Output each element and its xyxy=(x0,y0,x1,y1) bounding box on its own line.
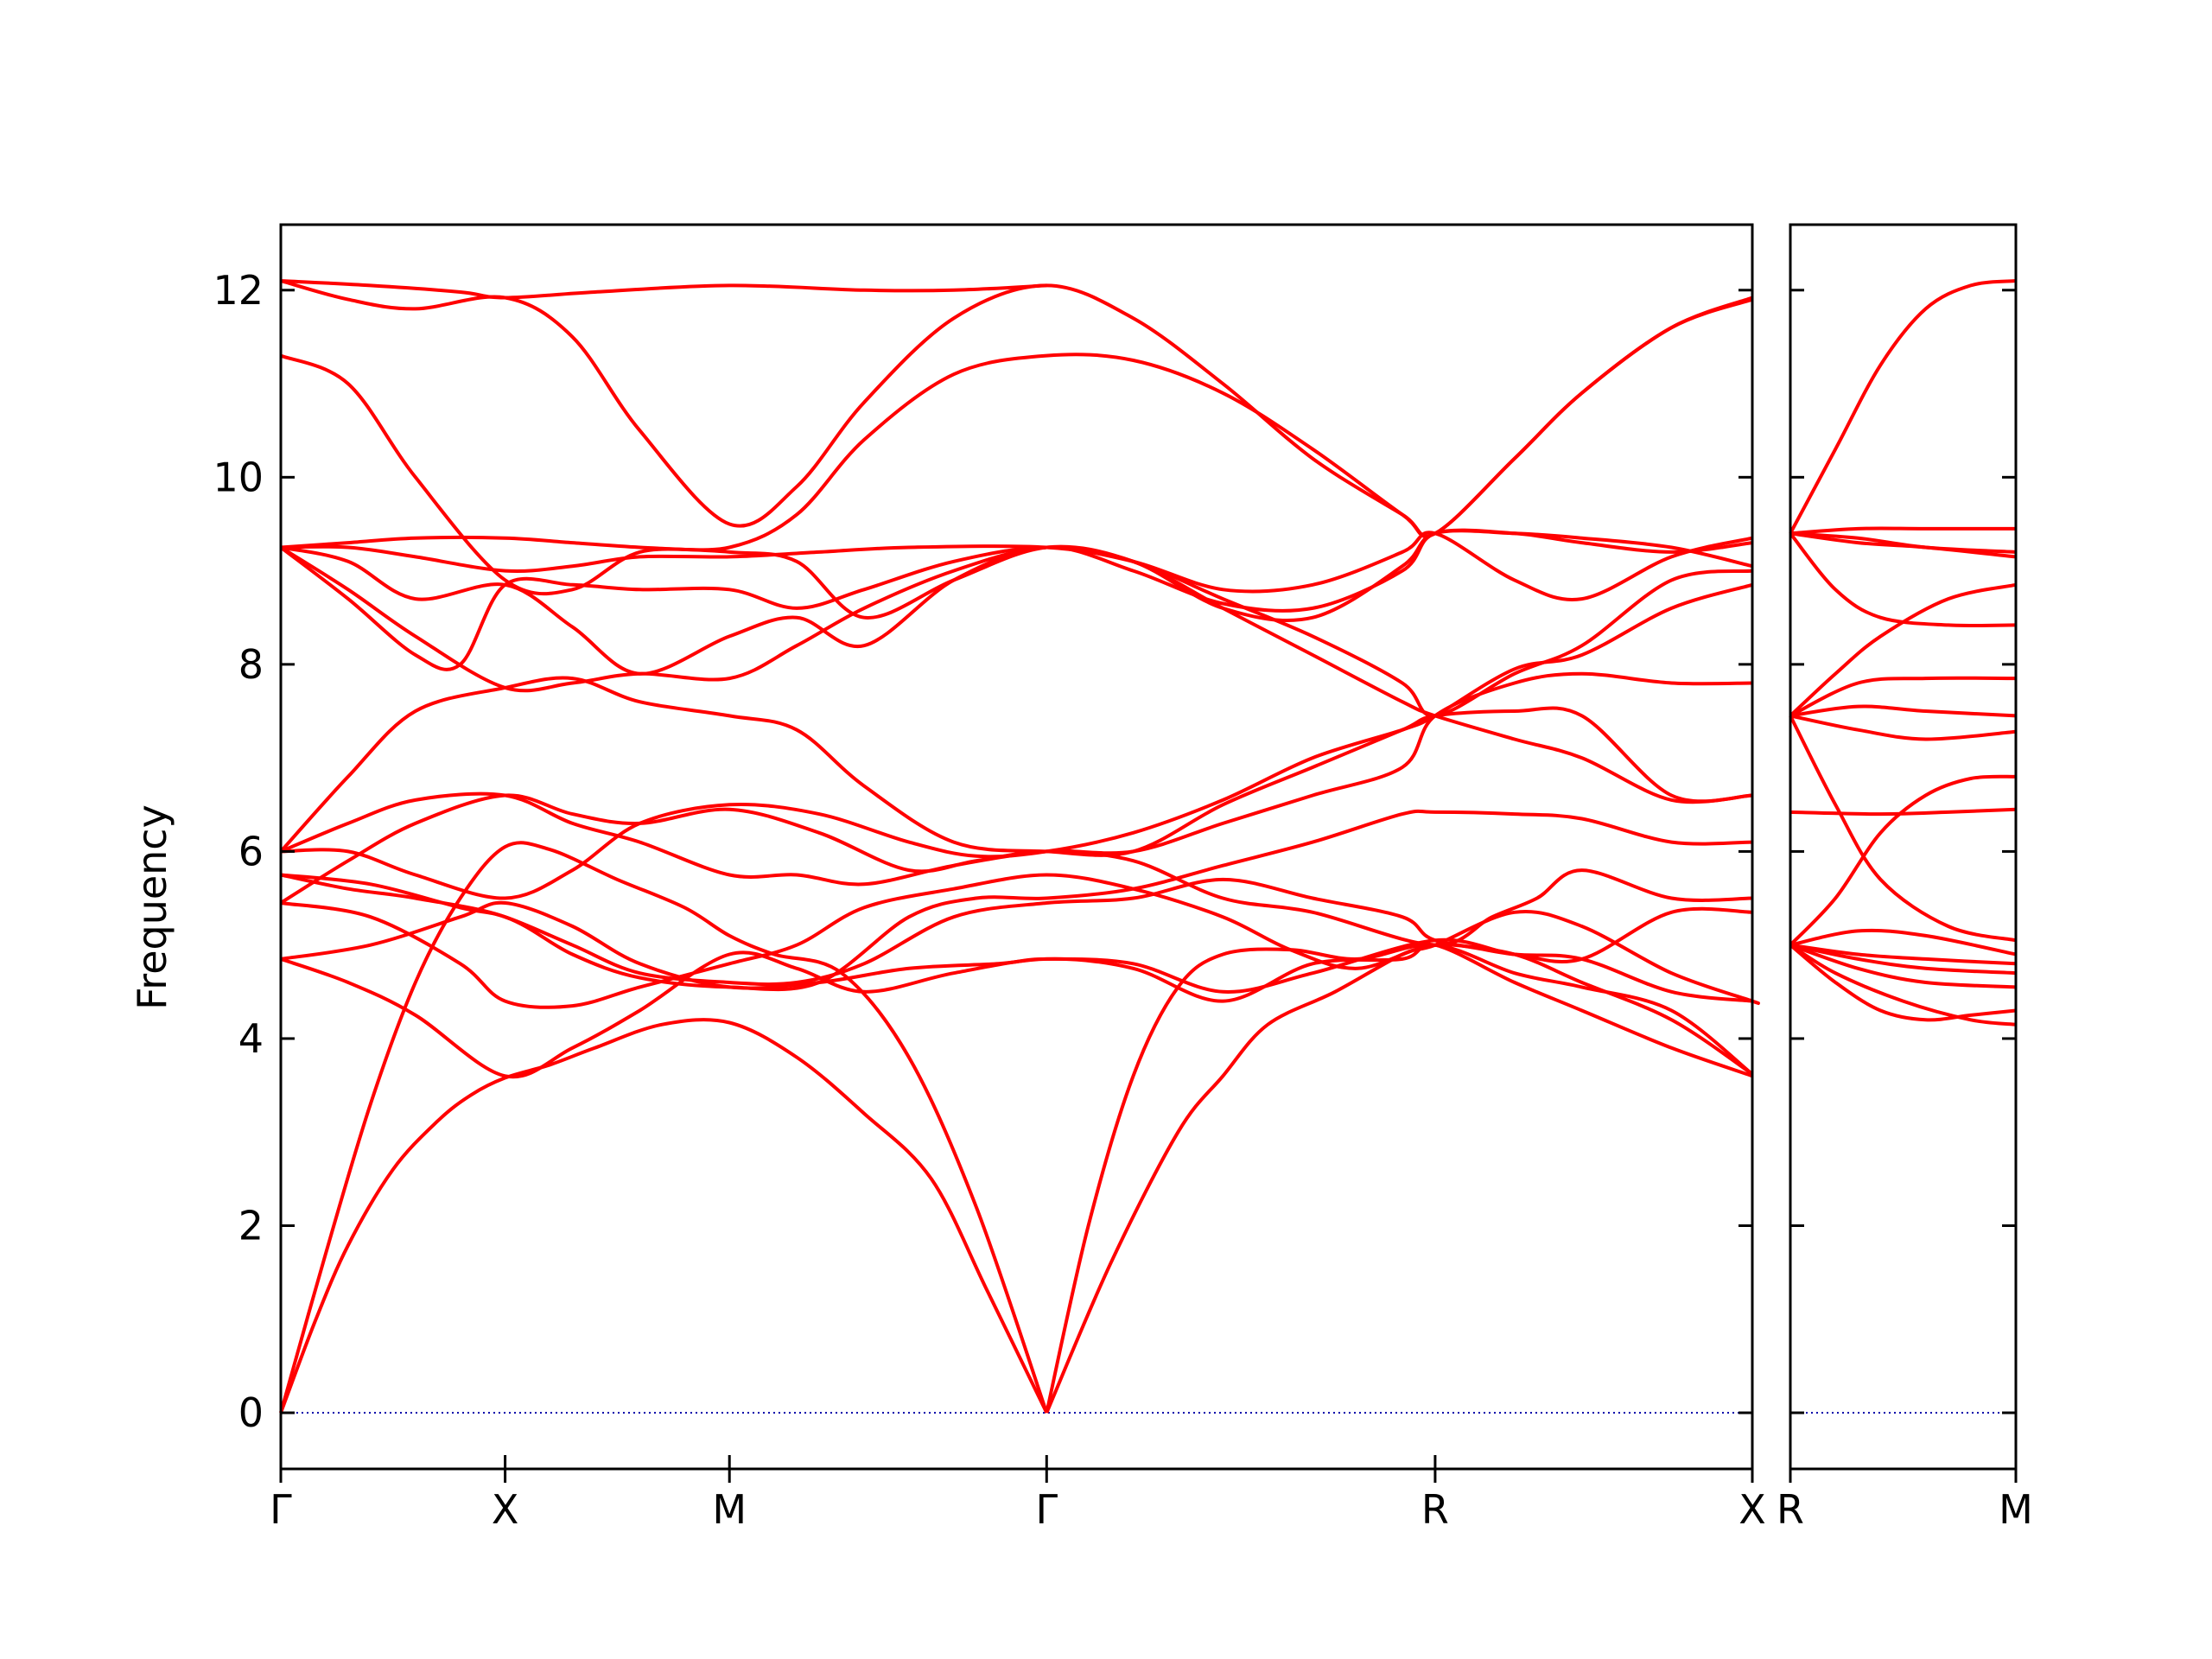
x-tick-label: R xyxy=(1421,1486,1449,1533)
band-line-37 xyxy=(1789,944,2017,1022)
band-line-12 xyxy=(279,676,1753,857)
band-line-1 xyxy=(1045,909,1760,1414)
x-tick-label: M xyxy=(1999,1486,2033,1533)
y-tick-label: 2 xyxy=(238,1202,264,1249)
band-line-28 xyxy=(1789,704,2017,718)
y-tick-label: 0 xyxy=(238,1389,264,1436)
band-line-32 xyxy=(1789,774,2017,947)
band-line-13 xyxy=(279,545,1753,804)
x-tick-label: Γ xyxy=(270,1486,292,1533)
band-line-27 xyxy=(1789,676,2017,718)
band-line-38 xyxy=(1789,944,2017,1027)
band-line-23 xyxy=(1789,531,2017,554)
band-line-33 xyxy=(1789,928,2017,957)
band-line-31 xyxy=(1789,807,2017,817)
y-axis-label: Frequency xyxy=(129,804,175,1010)
band-line-11 xyxy=(280,582,1753,900)
band-line-25 xyxy=(1789,532,2017,628)
band-line-24 xyxy=(1789,531,2017,559)
axis-ticks xyxy=(279,289,2018,1483)
band-line-26 xyxy=(1789,582,2017,717)
band-line-6 xyxy=(280,873,1753,1009)
band-line-2 xyxy=(279,841,1049,1414)
band-line-17 xyxy=(280,529,1753,623)
band-line-29 xyxy=(1789,714,2017,741)
y-tick-label: 8 xyxy=(238,641,264,688)
band-line-8 xyxy=(280,873,1754,1076)
band-line-0 xyxy=(279,1018,1049,1414)
x-tick-label: X xyxy=(492,1486,519,1533)
y-tick-label: 4 xyxy=(238,1015,264,1062)
band-line-35 xyxy=(1789,943,2017,976)
x-tick-label: X xyxy=(1738,1486,1766,1533)
band-line-34 xyxy=(1789,943,2017,966)
band-line-22 xyxy=(1789,526,2016,536)
y-tick-label: 10 xyxy=(213,454,264,500)
axes-frame-0 xyxy=(279,223,1754,1471)
band-line-19 xyxy=(280,279,1753,538)
axes-frame-1 xyxy=(1789,223,2018,1471)
band-line-14 xyxy=(279,545,1753,718)
band-line-20 xyxy=(280,279,1047,300)
x-tick-label: M xyxy=(712,1486,747,1533)
y-tick-label: 12 xyxy=(213,267,264,314)
y-tick-label: 6 xyxy=(238,828,264,874)
x-tick-label: Γ xyxy=(1035,1486,1058,1533)
band-series xyxy=(279,279,2017,1414)
band-line-4 xyxy=(280,942,1753,1079)
x-tick-label: R xyxy=(1777,1486,1804,1533)
axes-frames xyxy=(279,223,2018,1471)
band-line-3 xyxy=(1045,943,1754,1414)
band-line-21 xyxy=(1789,279,2017,535)
band-line-9 xyxy=(280,809,1753,992)
band-line-15 xyxy=(280,528,1753,676)
band-line-7 xyxy=(279,793,1753,947)
band-line-36 xyxy=(1789,943,2017,989)
band-line-30 xyxy=(1789,715,2017,943)
